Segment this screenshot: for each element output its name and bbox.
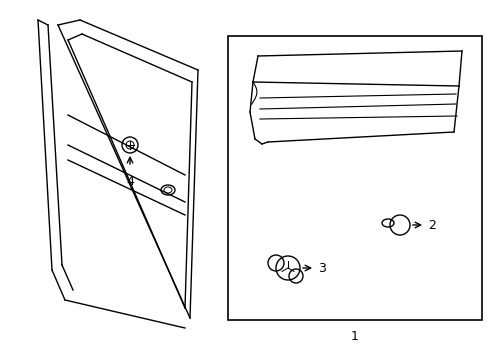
Text: 2: 2 (427, 219, 435, 231)
Bar (227, 36, 481, 320)
Text: 1: 1 (350, 330, 358, 343)
Text: 4: 4 (126, 175, 134, 188)
Text: 3: 3 (317, 261, 325, 275)
